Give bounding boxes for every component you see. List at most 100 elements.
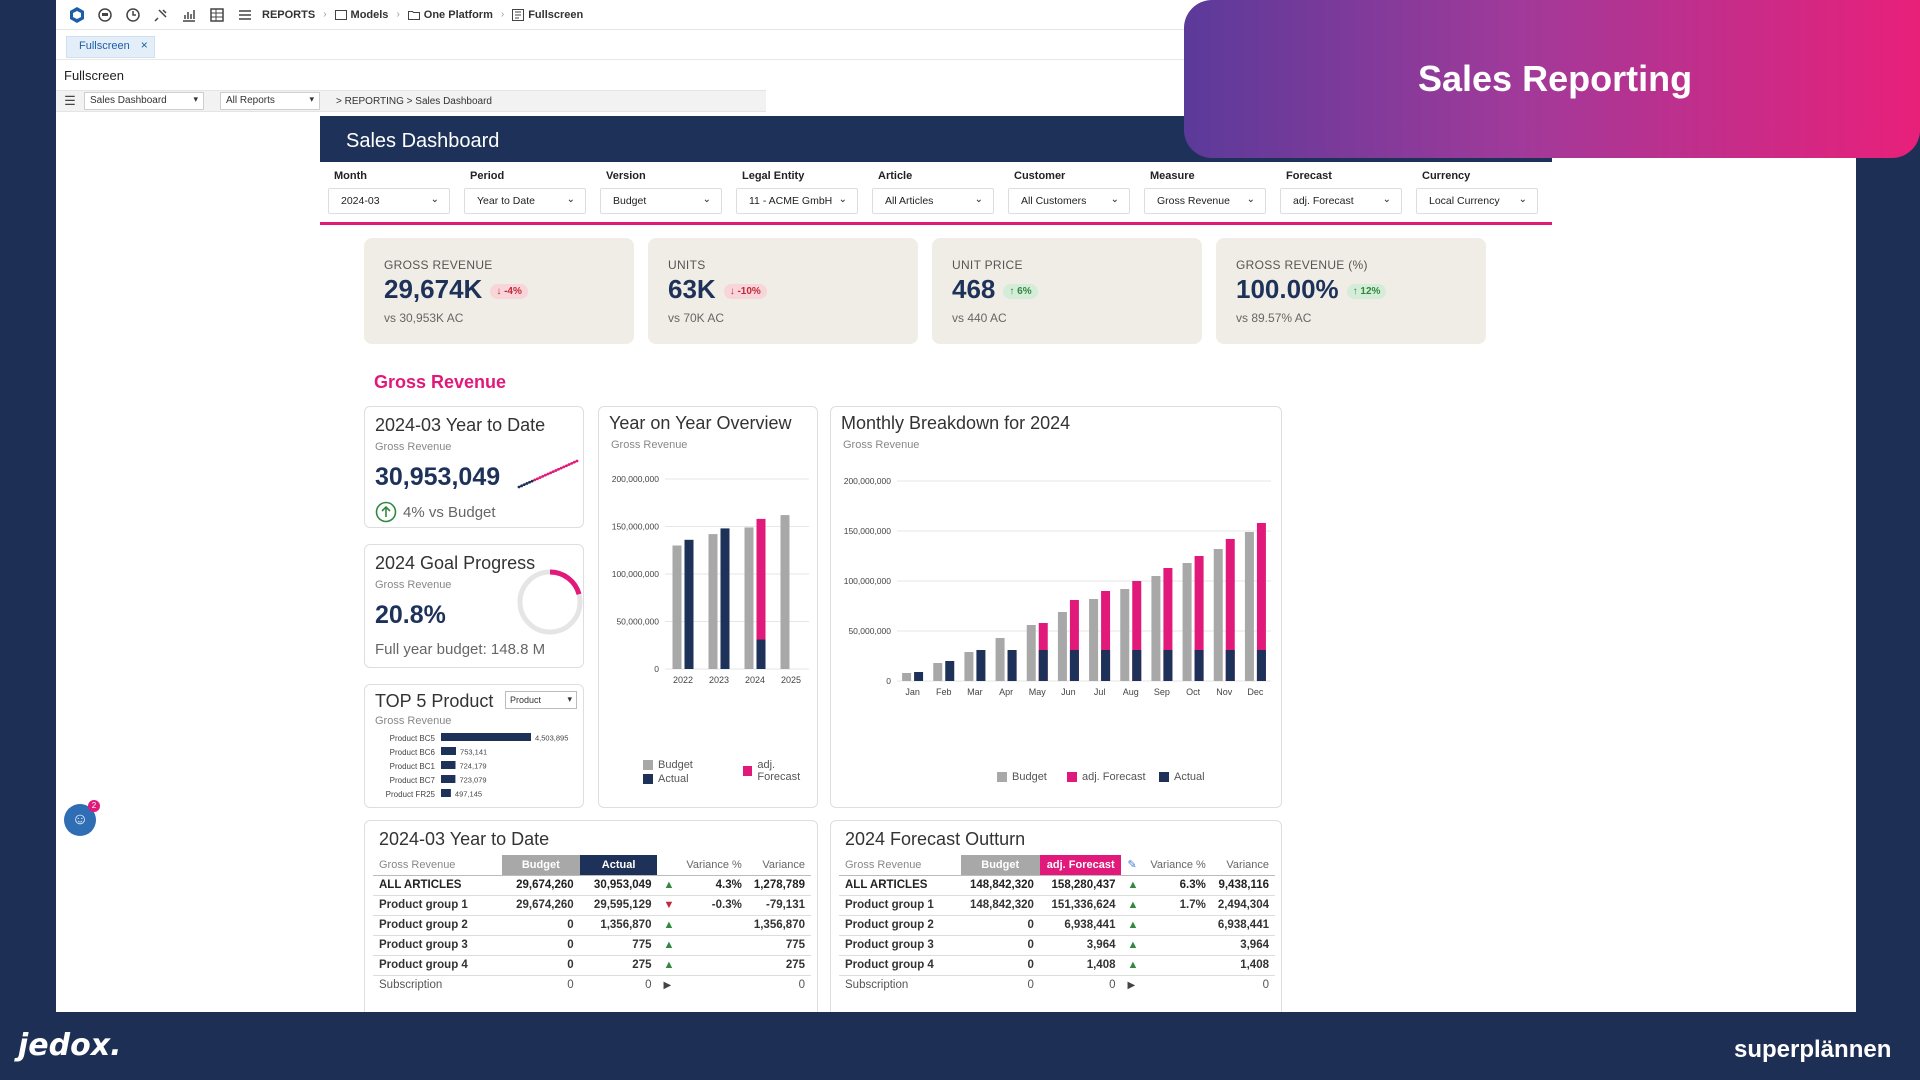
filter-measure: Measure Gross Revenue ⌄ — [1144, 170, 1266, 214]
dashboard-icon[interactable] — [94, 4, 116, 26]
pin-icon[interactable] — [150, 4, 172, 26]
filter-value: 2024-03 — [341, 195, 380, 207]
crumb-one-platform[interactable]: One Platform — [407, 9, 493, 21]
x-tick-label: 2023 — [709, 675, 729, 685]
card-subtitle: Gross Revenue — [375, 579, 452, 591]
edit-icon[interactable]: ✎ — [1127, 859, 1137, 872]
triangle-up-icon: ▲ — [1127, 879, 1139, 891]
kpi-title: UNITS — [668, 258, 706, 272]
bar-actual — [1038, 650, 1048, 681]
filter-select[interactable]: All Articles ⌄ — [872, 188, 994, 214]
table-measure-label: Gross Revenue — [845, 858, 922, 871]
bar — [441, 761, 456, 769]
goal-card: 2024 Goal Progress Gross Revenue 20.8% F… — [364, 544, 584, 668]
table-row: Product group 2 0 1,356,870 ▲ 1,356,870 — [373, 914, 811, 935]
x-tick-label: Aug — [1123, 687, 1139, 697]
kpi-delta-badge: ↑ 6% — [1003, 284, 1038, 299]
y-tick-label: 100,000,000 — [612, 569, 660, 579]
card-subtitle: Gross Revenue — [611, 439, 688, 451]
trend-cell: ▲ — [657, 874, 681, 895]
filter-select[interactable]: 11 - ACME GmbH ⌄ — [736, 188, 858, 214]
legend-label: adj. Forecast — [1082, 771, 1146, 783]
report-icon — [512, 8, 525, 21]
triangle-up-icon: ▲ — [1127, 959, 1139, 971]
y-tick-label: 150,000,000 — [612, 522, 660, 532]
table-measure-label: Gross Revenue — [379, 858, 456, 871]
table-row: Product group 3 0 3,964 ▲ 3,964 — [839, 934, 1275, 955]
filter-select[interactable]: All Customers ⌄ — [1008, 188, 1130, 214]
sparkline-point — [570, 461, 574, 465]
filter-bar: Month 2024-03 ⌄ Period Year to Date ⌄ Version B… — [328, 170, 1544, 224]
sparkline-point — [541, 474, 545, 478]
bar-actual — [1069, 650, 1079, 681]
sparkline-point — [554, 469, 558, 472]
product-select[interactable]: Product ▾ — [505, 691, 577, 709]
forecast-table-card: 2024 Forecast Outturn Gross Revenue Budge… — [830, 820, 1282, 1012]
sparkline-point — [557, 467, 560, 471]
trend-cell: ▲ — [1121, 894, 1145, 915]
filter-value: All Articles — [885, 195, 934, 207]
report-filter-select[interactable]: All Reports ▾ — [220, 92, 320, 110]
tab-fullscreen[interactable]: Fullscreen × — [66, 36, 155, 58]
sparkline-point — [565, 464, 568, 468]
x-tick-label: Oct — [1186, 687, 1201, 697]
clock-icon[interactable] — [122, 4, 144, 26]
x-tick-label: May — [1029, 687, 1047, 697]
filter-label: Period — [470, 170, 505, 182]
kpi-value: 100.00% — [1236, 274, 1339, 304]
sparkline-point — [572, 460, 576, 464]
sparkline-point — [549, 471, 553, 475]
filter-select[interactable]: Gross Revenue ⌄ — [1144, 188, 1266, 214]
bar-budget — [1244, 532, 1254, 681]
bar-actual — [684, 539, 694, 669]
report-select[interactable]: Sales Dashboard ▾ — [84, 92, 204, 110]
value-cell: 29,595,129 — [579, 894, 658, 915]
trend-cell: ▶ — [657, 974, 681, 995]
hamburger-icon[interactable]: ☰ — [64, 93, 76, 108]
filter-value: adj. Forecast — [1293, 195, 1354, 207]
legend-label: Budget — [1012, 771, 1047, 783]
legend-label: Actual — [658, 773, 689, 785]
chevron-right-icon: › — [500, 9, 505, 20]
crumb-reports[interactable]: REPORTS — [262, 8, 316, 21]
close-icon[interactable]: × — [140, 38, 148, 52]
tab-strip: Fullscreen × — [56, 32, 1856, 60]
top-toolbar: REPORTS › Models › One Platform › Fullsc… — [56, 0, 1856, 30]
bar-actual — [756, 639, 766, 669]
y-tick-label: 50,000,000 — [848, 626, 891, 636]
assistant-bot-icon[interactable]: ☺ 2 — [64, 800, 100, 836]
row-name: Product group 4 — [839, 954, 961, 975]
trend-cell: ▲ — [657, 954, 681, 975]
row-name: ALL ARTICLES — [373, 874, 502, 895]
grid-icon[interactable] — [206, 4, 228, 26]
row-name: Product group 4 — [373, 954, 502, 975]
trend-cell: ▲ — [1121, 874, 1145, 895]
filter-select[interactable]: adj. Forecast ⌄ — [1280, 188, 1402, 214]
bar — [441, 789, 451, 797]
crumb-models[interactable]: Models — [334, 9, 388, 21]
legend-budget: Budget — [997, 771, 1047, 783]
bar-budget — [902, 673, 912, 681]
value-cell: 30,953,049 — [579, 874, 658, 895]
jedox-logo-icon[interactable] — [66, 4, 88, 26]
menu-icon[interactable] — [234, 4, 256, 26]
filter-select[interactable]: Year to Date ⌄ — [464, 188, 586, 214]
crumb-fullscreen[interactable]: Fullscreen — [512, 8, 583, 21]
bar-budget — [1213, 549, 1223, 681]
sparkline-point — [575, 459, 579, 463]
bar-label: Product BC7 — [390, 776, 436, 785]
bar-forecast — [1256, 523, 1266, 681]
tab-label: Fullscreen — [79, 40, 130, 52]
filter-select[interactable]: Local Currency ⌄ — [1416, 188, 1538, 214]
bar-budget — [1182, 563, 1192, 681]
variance-cell: -79,131 — [747, 894, 811, 915]
variance-cell: 1,278,789 — [747, 874, 811, 895]
chart-icon[interactable] — [178, 4, 200, 26]
filter-select[interactable]: Budget ⌄ — [600, 188, 722, 214]
sparkline-point — [536, 477, 539, 481]
filter-select[interactable]: 2024-03 ⌄ — [328, 188, 450, 214]
kpi-comparison: vs 89.57% AC — [1236, 311, 1312, 325]
bar-actual — [1194, 650, 1204, 681]
variance-pct-cell: -0.3% — [680, 894, 748, 915]
variance-cell: 275 — [747, 954, 811, 975]
